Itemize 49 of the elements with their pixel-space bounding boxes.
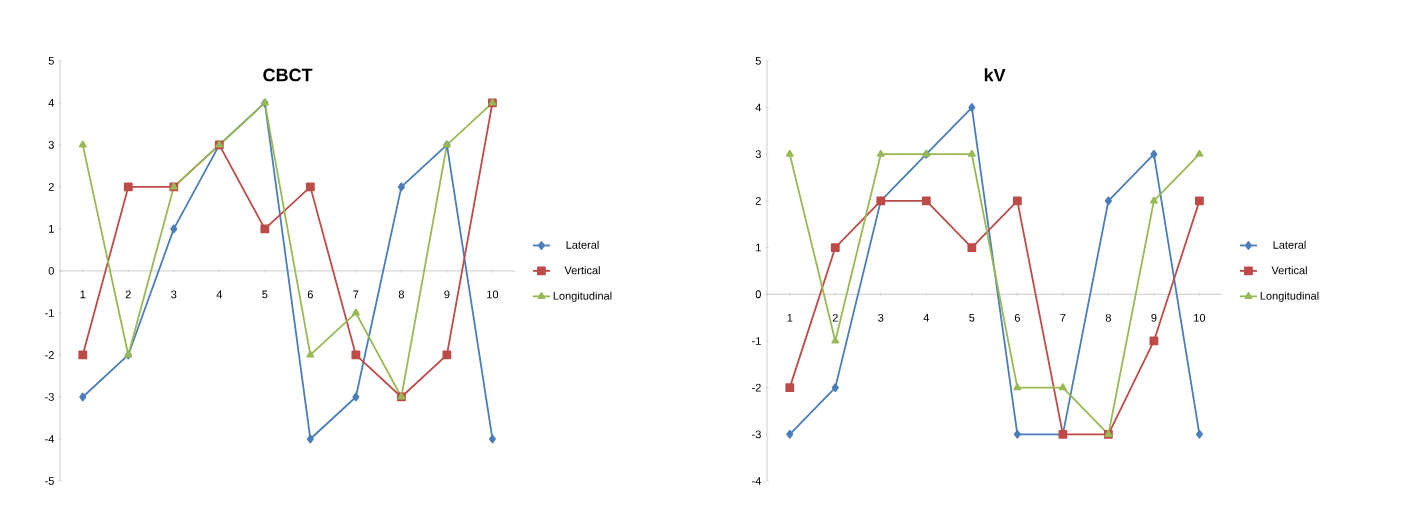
x-tick-label: 6 <box>307 290 313 299</box>
y-tick-label: -2 <box>752 383 761 392</box>
x-tick-label: 3 <box>171 290 177 299</box>
y-tick-label: 4 <box>48 99 55 107</box>
legend-label: Longitudinal <box>1260 291 1319 302</box>
y-tick-label: 5 <box>755 57 761 65</box>
x-tick-label: 7 <box>1060 313 1066 322</box>
chart-title: CBCT <box>263 68 313 82</box>
x-tick-label: 5 <box>262 290 268 299</box>
y-tick-label: 1 <box>49 225 54 233</box>
x-tick-label: 9 <box>1151 313 1157 322</box>
y-tick-label: 5 <box>48 57 54 65</box>
x-tick-label: 9 <box>444 290 450 299</box>
legend-label: Vertical <box>1271 266 1307 275</box>
legend-label: Vertical <box>564 266 600 275</box>
x-tick-label: 4 <box>216 290 223 299</box>
y-tick-label: 1 <box>756 243 761 252</box>
x-tick-label: 2 <box>125 290 131 299</box>
y-tick-label: -3 <box>752 430 761 439</box>
x-tick-label: 2 <box>832 313 838 322</box>
y-tick-label: -1 <box>45 309 54 317</box>
x-tick-label: 10 <box>1194 313 1206 322</box>
x-tick-label: 6 <box>1014 313 1020 322</box>
chart-title: kV <box>984 68 1006 82</box>
x-tick-label: 8 <box>398 290 404 299</box>
y-tick-label: 3 <box>48 140 54 149</box>
legend-label: Lateral <box>1273 240 1306 249</box>
x-tick-label: 10 <box>487 290 499 299</box>
y-tick-label: 0 <box>48 267 54 275</box>
y-tick-label: -1 <box>752 337 761 345</box>
y-tick-label: 0 <box>755 290 761 299</box>
y-tick-label: 4 <box>755 103 762 112</box>
x-tick-label: 1 <box>80 290 86 299</box>
y-tick-label: -5 <box>45 477 54 485</box>
y-tick-label: 2 <box>755 197 761 205</box>
x-tick-label: 7 <box>353 290 359 299</box>
x-tick-label: 8 <box>1105 313 1111 322</box>
y-tick-label: -3 <box>45 393 54 401</box>
y-tick-label: 2 <box>48 183 54 191</box>
x-tick-label: 3 <box>878 313 884 322</box>
y-tick-label: -2 <box>45 351 54 359</box>
x-tick-label: 1 <box>787 313 793 322</box>
x-tick-label: 5 <box>969 313 975 322</box>
legend-label: Lateral <box>566 240 599 249</box>
y-tick-label: -4 <box>752 477 762 485</box>
x-tick-label: 4 <box>923 313 930 322</box>
y-tick-label: -4 <box>45 435 55 443</box>
legend-label: Longitudinal <box>553 291 612 302</box>
y-tick-label: 3 <box>755 150 761 159</box>
